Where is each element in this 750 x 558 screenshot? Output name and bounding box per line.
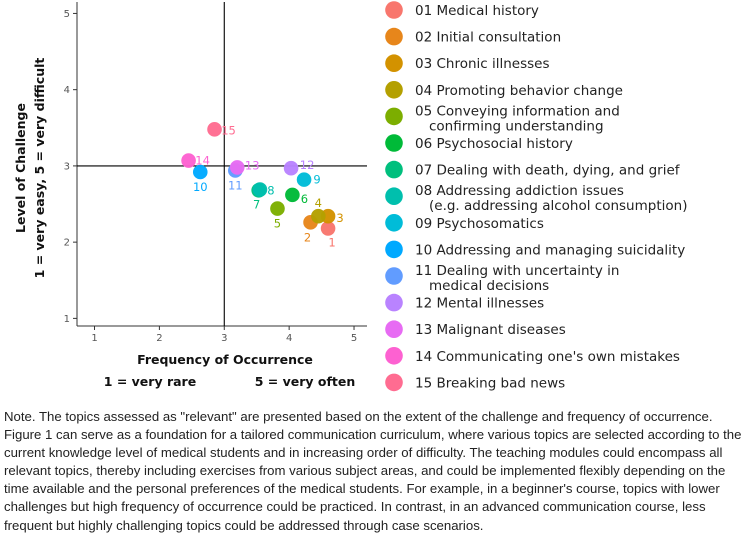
x-tick-label: 1 <box>91 333 97 344</box>
point-8 <box>252 182 268 197</box>
legend-swatch <box>385 54 403 72</box>
point-label-14: 14 <box>195 154 210 168</box>
legend-label: 06 Psychosocial history <box>415 136 573 152</box>
legend-swatch <box>385 240 403 259</box>
legend-swatch <box>385 1 403 19</box>
y-tick-label: 4 <box>64 85 70 96</box>
point-label-6: 6 <box>301 192 308 206</box>
point-label-5: 5 <box>274 217 281 231</box>
legend-label: 14 Communicating one's own mistakes <box>415 349 680 365</box>
point-label-2: 2 <box>304 230 311 244</box>
legend-item: 10 Addressing and managing suicidality <box>385 240 685 259</box>
point-6 <box>285 187 300 203</box>
x-axis-min-description: 1 = very rare <box>104 374 196 389</box>
y-tick-label: 1 <box>64 314 70 325</box>
legend-item: 04 Promoting behavior change <box>385 81 623 99</box>
legend-item: 06 Psychosocial history <box>385 134 573 152</box>
legend-label: 15 Breaking bad news <box>415 375 565 391</box>
x-axis-title: Frequency of Occurrence <box>137 352 313 367</box>
legend-label: 05 Conveying information and <box>415 103 620 119</box>
legend-swatch <box>385 27 403 46</box>
y-axis-title-line1: Level of Challenge <box>13 103 28 233</box>
point-label-12: 12 <box>300 158 315 172</box>
legend-swatch <box>385 347 403 365</box>
legend-label-continued: (e.g. addressing alcohol consumption) <box>429 198 687 214</box>
legend-label: 03 Chronic illnesses <box>415 56 550 72</box>
legend-item: 13 Malignant diseases <box>385 320 566 338</box>
point-14 <box>181 153 196 168</box>
legend-label: 02 Initial consultation <box>415 30 561 46</box>
x-tick-label: 5 <box>351 333 357 344</box>
point-label-11: 11 <box>228 178 243 192</box>
legend-swatch <box>385 214 403 232</box>
point-label-13: 13 <box>245 158 260 172</box>
point-9 <box>296 172 312 187</box>
legend-item: 02 Initial consultation <box>385 27 561 46</box>
point-label-1: 1 <box>328 235 335 249</box>
point-label-7: 7 <box>253 197 260 211</box>
legend-swatch <box>385 187 403 205</box>
legend-swatch <box>385 160 403 179</box>
legend-label: 04 Promoting behavior change <box>415 83 623 99</box>
x-axis-max-description: 5 = very often <box>255 374 356 389</box>
point-4 <box>311 208 326 224</box>
legend-swatch <box>385 373 403 392</box>
legend-label: 07 Dealing with death, dying, and grief <box>415 163 681 179</box>
figure-note: Note. The topics assessed as "relevant" … <box>4 409 742 533</box>
legend-label: 08 Addressing addiction issues <box>415 183 624 199</box>
x-tick-label: 4 <box>286 333 292 344</box>
legend-swatch <box>385 293 403 312</box>
legend-item: 12 Mental illnesses <box>385 293 544 312</box>
legend-item: 08 Addressing addiction issues(e.g. addr… <box>385 183 687 214</box>
point-15 <box>207 122 222 137</box>
legend-label: 12 Mental illnesses <box>415 296 544 312</box>
y-tick-label: 3 <box>64 161 70 172</box>
point-13 <box>229 160 245 175</box>
legend-swatch <box>385 134 403 152</box>
legend-label-continued: confirming understanding <box>429 118 604 134</box>
legend-item: 15 Breaking bad news <box>385 373 565 392</box>
legend-swatch <box>385 107 403 126</box>
point-10 <box>192 164 208 180</box>
point-label-15: 15 <box>221 123 236 137</box>
legend-item: 01 Medical history <box>385 1 539 19</box>
legend-label: 01 Medical history <box>415 3 539 19</box>
legend-item: 14 Communicating one's own mistakes <box>385 347 680 365</box>
y-axis-title-line2: 1 = very easy, 5 = very difficult <box>32 58 47 279</box>
point-5 <box>270 201 285 216</box>
legend-item: 09 Psychosomatics <box>385 214 544 232</box>
point-label-8: 8 <box>267 184 274 198</box>
legend-swatch <box>385 81 403 99</box>
legend: 01 Medical history 02 Initial consultatio… <box>385 1 687 391</box>
legend-label: 11 Dealing with uncertainty in <box>415 263 619 279</box>
legend-swatch <box>385 267 403 285</box>
point-12 <box>283 160 299 176</box>
legend-label-continued: medical decisions <box>429 278 549 294</box>
legend-label: 10 Addressing and managing suicidality <box>415 242 685 258</box>
legend-item: 07 Dealing with death, dying, and grief <box>385 160 681 179</box>
legend-item: 03 Chronic illnesses <box>385 54 550 72</box>
legend-label: 09 Psychosomatics <box>415 216 544 232</box>
point-1 <box>320 221 336 236</box>
y-tick-label: 5 <box>64 9 70 20</box>
point-label-10: 10 <box>193 180 208 194</box>
point-label-9: 9 <box>313 173 320 187</box>
legend-label: 13 Malignant diseases <box>415 322 566 338</box>
legend-swatch <box>385 320 403 339</box>
y-tick-label: 2 <box>64 238 70 249</box>
point-label-3: 3 <box>336 211 343 225</box>
x-tick-label: 3 <box>221 333 227 344</box>
point-label-4: 4 <box>315 196 322 210</box>
x-tick-label: 2 <box>156 333 162 344</box>
